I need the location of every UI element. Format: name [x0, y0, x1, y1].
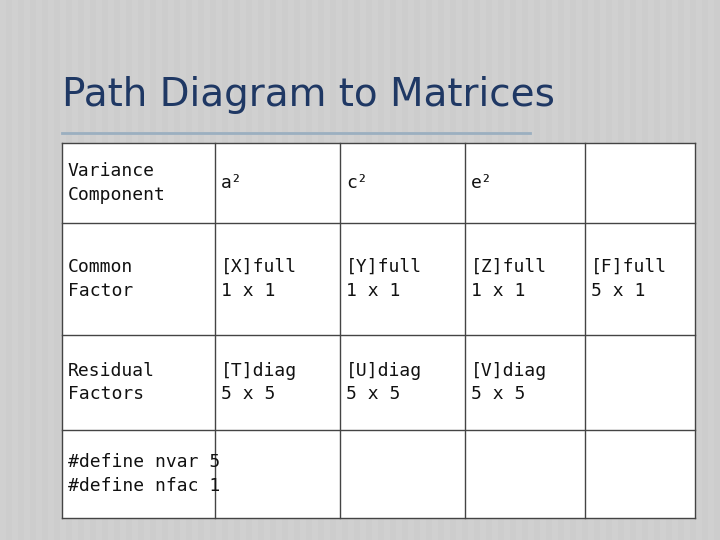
Bar: [60, 0, 66, 540]
Bar: [384, 0, 390, 540]
Bar: [168, 0, 174, 540]
Bar: [156, 0, 162, 540]
Bar: [324, 0, 330, 540]
Bar: [564, 0, 570, 540]
Bar: [480, 0, 486, 540]
Bar: [432, 0, 438, 540]
Bar: [180, 0, 186, 540]
Bar: [456, 0, 462, 540]
Bar: [576, 0, 582, 540]
Text: Variance
Component: Variance Component: [68, 162, 166, 204]
Text: [T]diag
5 x 5: [T]diag 5 x 5: [221, 362, 297, 403]
Bar: [240, 0, 246, 540]
Bar: [108, 0, 114, 540]
Bar: [468, 0, 474, 540]
Bar: [636, 0, 642, 540]
Bar: [408, 0, 414, 540]
Bar: [228, 0, 234, 540]
Text: [U]diag
5 x 5: [U]diag 5 x 5: [346, 362, 422, 403]
Bar: [360, 0, 366, 540]
Bar: [492, 0, 498, 540]
Bar: [96, 0, 102, 540]
Bar: [540, 0, 546, 540]
Bar: [648, 0, 654, 540]
Bar: [0, 0, 6, 540]
Bar: [552, 0, 558, 540]
Bar: [84, 0, 90, 540]
Bar: [528, 0, 534, 540]
Bar: [144, 0, 150, 540]
Bar: [612, 0, 618, 540]
Text: Residual
Factors: Residual Factors: [68, 362, 155, 403]
Text: [F]full
5 x 1: [F]full 5 x 1: [591, 258, 667, 300]
Bar: [300, 0, 306, 540]
Bar: [276, 0, 282, 540]
Bar: [132, 0, 138, 540]
Text: [V]diag
5 x 5: [V]diag 5 x 5: [471, 362, 547, 403]
Bar: [216, 0, 222, 540]
Bar: [516, 0, 522, 540]
Bar: [684, 0, 690, 540]
Bar: [624, 0, 630, 540]
Bar: [348, 0, 354, 540]
Bar: [312, 0, 318, 540]
Bar: [120, 0, 126, 540]
Bar: [204, 0, 210, 540]
Bar: [72, 0, 78, 540]
Bar: [192, 0, 198, 540]
Text: #define nvar 5
#define nfac 1: #define nvar 5 #define nfac 1: [68, 453, 220, 495]
Bar: [672, 0, 678, 540]
Bar: [264, 0, 270, 540]
Text: Common
Factor: Common Factor: [68, 258, 133, 300]
Bar: [36, 0, 42, 540]
Bar: [24, 0, 30, 540]
Bar: [660, 0, 666, 540]
Bar: [372, 0, 378, 540]
Text: Path Diagram to Matrices: Path Diagram to Matrices: [62, 76, 555, 114]
Bar: [252, 0, 258, 540]
Text: c²: c²: [346, 174, 368, 192]
Bar: [504, 0, 510, 540]
Bar: [288, 0, 294, 540]
Bar: [420, 0, 426, 540]
Bar: [696, 0, 702, 540]
Text: [Z]full
1 x 1: [Z]full 1 x 1: [471, 258, 547, 300]
Text: [Y]full
1 x 1: [Y]full 1 x 1: [346, 258, 422, 300]
Bar: [62, 143, 695, 518]
Bar: [12, 0, 18, 540]
Bar: [336, 0, 342, 540]
Bar: [588, 0, 594, 540]
Bar: [708, 0, 714, 540]
Bar: [48, 0, 54, 540]
Text: e²: e²: [471, 174, 492, 192]
Bar: [396, 0, 402, 540]
Bar: [600, 0, 606, 540]
Text: [X]full
1 x 1: [X]full 1 x 1: [221, 258, 297, 300]
Text: a²: a²: [221, 174, 243, 192]
Bar: [444, 0, 450, 540]
